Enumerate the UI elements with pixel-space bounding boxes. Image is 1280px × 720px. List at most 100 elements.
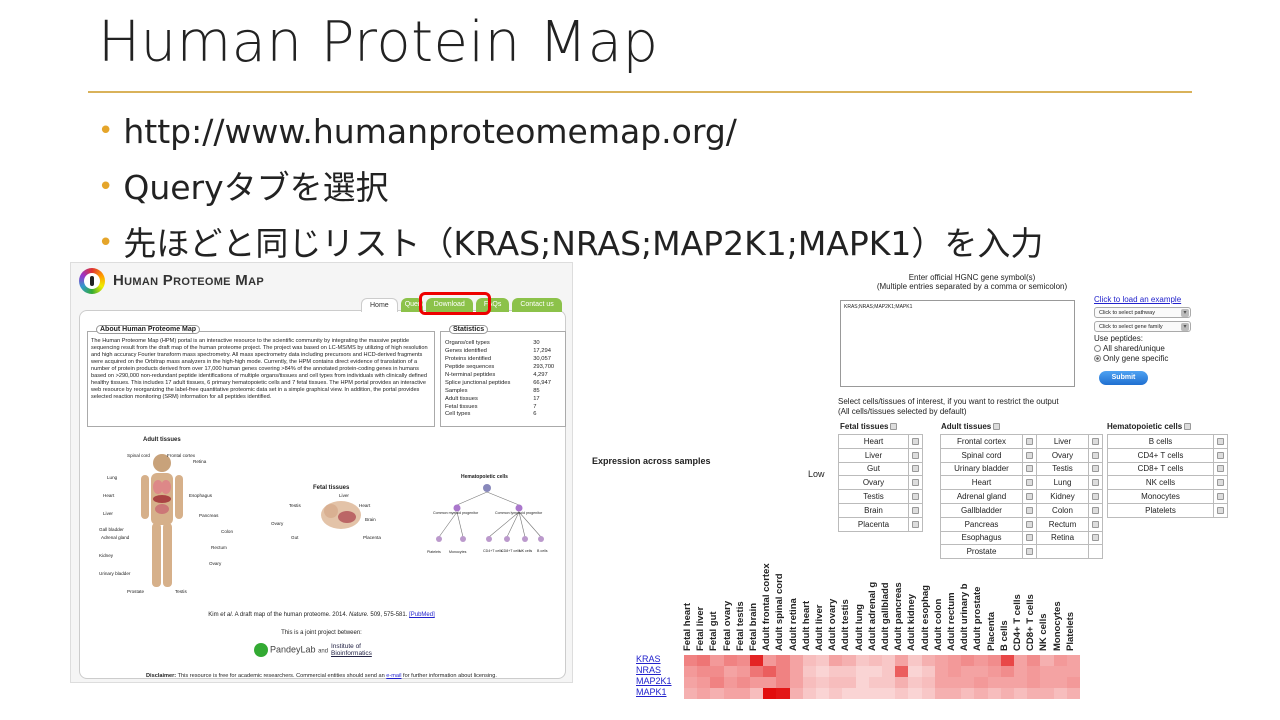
tissue-checkbox[interactable] [1092,506,1099,514]
tissue-name[interactable]: Liver [838,447,909,463]
adult-tissues-header[interactable]: Adult tissues [941,422,1001,431]
tissue-checkbox[interactable] [1026,493,1033,501]
tissue-checkbox[interactable] [1026,451,1033,459]
submit-button[interactable]: Submit [1099,371,1148,385]
tissue-checkbox[interactable] [1026,465,1033,473]
tissue-name[interactable]: Ovary [1036,447,1089,463]
tissue-name[interactable]: Adrenal gland [940,489,1023,504]
heatmap-gene-link[interactable]: MAPK1 [636,687,667,697]
tissue-name[interactable]: Kidney [1036,489,1089,504]
tissue-checkbox[interactable] [1217,465,1224,473]
tab-query[interactable]: Query [400,298,423,312]
heatmap-column-text: Adult heart [800,600,812,651]
tissue-checkbox[interactable] [1092,437,1099,445]
pathway-select[interactable]: Click to select pathway [1094,307,1191,318]
tissue-name[interactable]: Frontal cortex [940,434,1023,449]
tissue-checkbox[interactable] [1217,451,1224,459]
tissue-name[interactable]: Liver [1036,434,1089,449]
tissue-checkbox[interactable] [1217,437,1224,445]
heatmap-column-text: Fetal heart [682,602,693,651]
pandeylab-icon [254,643,268,657]
tissue-checkbox[interactable] [1026,520,1033,528]
pandeylab-logo[interactable]: PandeyLab and [254,643,328,657]
tissue-name[interactable]: Testis [1036,461,1089,477]
tissue-row: NK cells [1107,475,1228,491]
hematopoietic-header[interactable]: Hematopoietic cells [1107,422,1192,431]
tissue-checkbox[interactable] [1026,506,1033,514]
hema-all-checkbox[interactable] [1184,423,1192,430]
tissue-name[interactable]: Gallbladder [940,502,1023,518]
load-example-link[interactable]: Click to load an example [1094,295,1182,304]
tissue-name[interactable]: Placenta [838,516,909,532]
tissue-checkbox[interactable] [912,479,919,487]
email-link[interactable]: e-mail [386,673,402,679]
heatmap-column-label: Fetal heart [682,553,695,651]
tissue-name[interactable]: Spinal cord [940,447,1023,463]
tissue-name[interactable]: Testis [838,489,909,504]
tissue-checkbox[interactable] [1026,479,1033,487]
fetal-tissues-header[interactable]: Fetal tissues [840,422,898,431]
tab-contact[interactable]: Contact us [512,298,562,312]
tissue-checkbox[interactable] [1026,548,1033,556]
heatmap-gene-link[interactable]: NRAS [636,665,662,675]
tissue-name[interactable]: Brain [838,502,909,518]
heatmap-gene-link[interactable]: MAP2K1 [636,676,672,686]
hpm-logo-icon[interactable] [79,268,105,294]
tissue-checkbox[interactable] [912,506,919,514]
heatmap-column-label: Adult ovary [827,553,840,651]
radio-all-shared[interactable] [1094,345,1101,352]
tissue-checkbox[interactable] [1092,465,1099,473]
tissue-name[interactable]: Retina [1036,530,1089,546]
hematopoietic-tree-icon [436,484,544,542]
tissue-checkbox[interactable] [1092,493,1099,501]
tissue-checkbox[interactable] [1026,437,1033,445]
tissue-checkbox[interactable] [912,451,919,459]
radio-only-gene-specific[interactable] [1094,355,1101,362]
tab-faqs[interactable]: FAQs [475,298,510,312]
option-all-shared[interactable]: All shared/unique [1094,344,1168,354]
tissue-name[interactable]: Gut [838,461,909,477]
tissue-name[interactable]: Platelets [1107,502,1214,518]
tissue-checkbox[interactable] [912,437,919,445]
hpm-site-name[interactable]: Human Proteome Map [113,272,264,289]
tissue-checkbox[interactable] [1217,479,1224,487]
tissue-name[interactable]: Colon [1036,502,1089,518]
tissue-checkbox[interactable] [1092,520,1099,528]
tab-home[interactable]: Home [361,298,398,312]
gene-symbol-textarea[interactable]: KRAS;NRAS;MAP2K1;MAPK1 [840,300,1075,387]
tissue-checkbox[interactable] [1092,534,1099,542]
tissue-name[interactable]: Esophagus [940,530,1023,546]
tissue-checkbox[interactable] [1092,451,1099,459]
heatmap-column-text: Fetal gut [708,611,720,651]
tissue-checkbox[interactable] [912,520,919,528]
gene-family-select[interactable]: Click to select gene family [1094,321,1191,332]
tissue-row: CD4+ T cells [1107,447,1228,463]
pubmed-link[interactable]: [PubMed] [409,612,435,618]
tissue-name[interactable]: Heart [838,434,909,449]
tissue-checkbox-cell [908,434,923,449]
tissue-name[interactable]: CD8+ T cells [1107,461,1214,477]
tissue-name[interactable]: Monocytes [1107,489,1214,504]
tissue-checkbox[interactable] [912,465,919,473]
tissue-name[interactable]: NK cells [1107,475,1214,491]
tissue-name[interactable]: CD4+ T cells [1107,447,1214,463]
heatmap-gene-link[interactable]: KRAS [636,654,661,664]
tissue-name[interactable]: Rectum [1036,516,1089,532]
iob-logo[interactable]: Institute of Bioinformatics [331,643,372,657]
adult-all-checkbox[interactable] [993,423,1001,430]
tissue-name[interactable]: Pancreas [940,516,1023,532]
heatmap-cell [1027,655,1041,666]
tissue-name[interactable]: Heart [940,475,1023,491]
option-only-gene-specific[interactable]: Only gene specific [1094,354,1168,364]
tissue-checkbox[interactable] [1026,534,1033,542]
tissue-name[interactable]: Lung [1036,475,1089,491]
tab-download[interactable]: Download [425,298,473,312]
tissue-name[interactable]: B cells [1107,434,1214,449]
tissue-name[interactable]: Urinary bladder [940,461,1023,477]
fetal-all-checkbox[interactable] [890,423,898,430]
tissue-name[interactable]: Ovary [838,475,909,491]
tissue-checkbox[interactable] [1217,506,1224,514]
tissue-checkbox[interactable] [1217,493,1224,501]
tissue-checkbox[interactable] [912,493,919,501]
tissue-checkbox[interactable] [1092,479,1099,487]
